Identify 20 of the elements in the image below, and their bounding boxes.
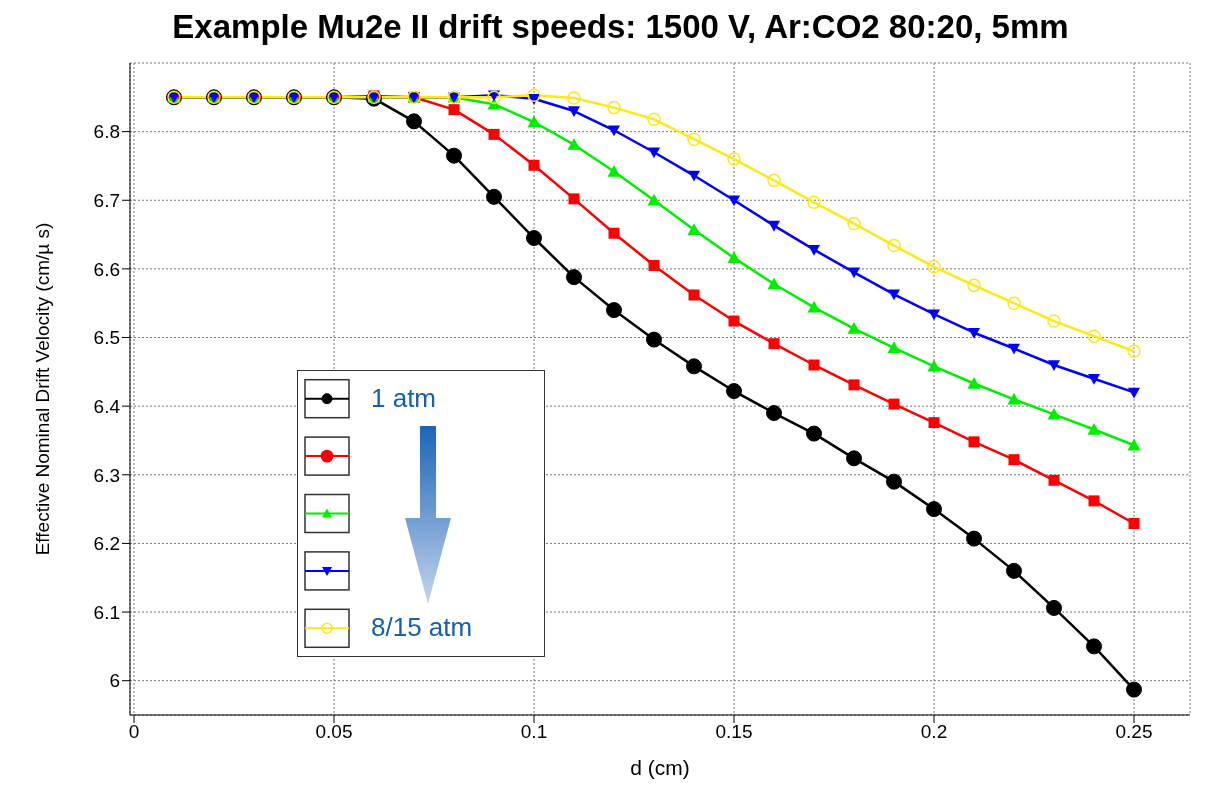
y-tick-label: 6 (109, 670, 120, 692)
y-tick-label: 6.5 (93, 327, 120, 349)
legend-label: 1 atm (371, 382, 437, 413)
y-tick-label: 6.4 (93, 395, 121, 417)
legend-label: 8/15 atm (371, 612, 473, 643)
y-tick-label: 6.6 (93, 258, 120, 280)
x-tick-label: 0.2 (920, 721, 948, 743)
x-tick-label: 0.05 (315, 721, 353, 743)
chart-title: Example Mu2e II drift speeds: 1500 V, Ar:CO2 80:20, 5mm (171, 8, 1070, 46)
y-tick-label: 6.8 (93, 121, 120, 143)
x-tick-label: 0 (128, 721, 140, 743)
x-tick-label: 0.25 (1115, 721, 1153, 743)
x-tick-label: 0.15 (715, 721, 753, 743)
x-axis-title: d (cm) (630, 756, 690, 779)
y-tick-label: 6.1 (93, 601, 120, 623)
x-tick-label: 0.1 (520, 721, 548, 743)
y-tick-label: 6.3 (93, 464, 120, 486)
y-tick-label: 6.7 (93, 190, 120, 212)
y-axis-title: Effective Nominal Drift Velocity (cm/µ s) (31, 222, 53, 556)
y-tick-label: 6.2 (93, 533, 120, 555)
